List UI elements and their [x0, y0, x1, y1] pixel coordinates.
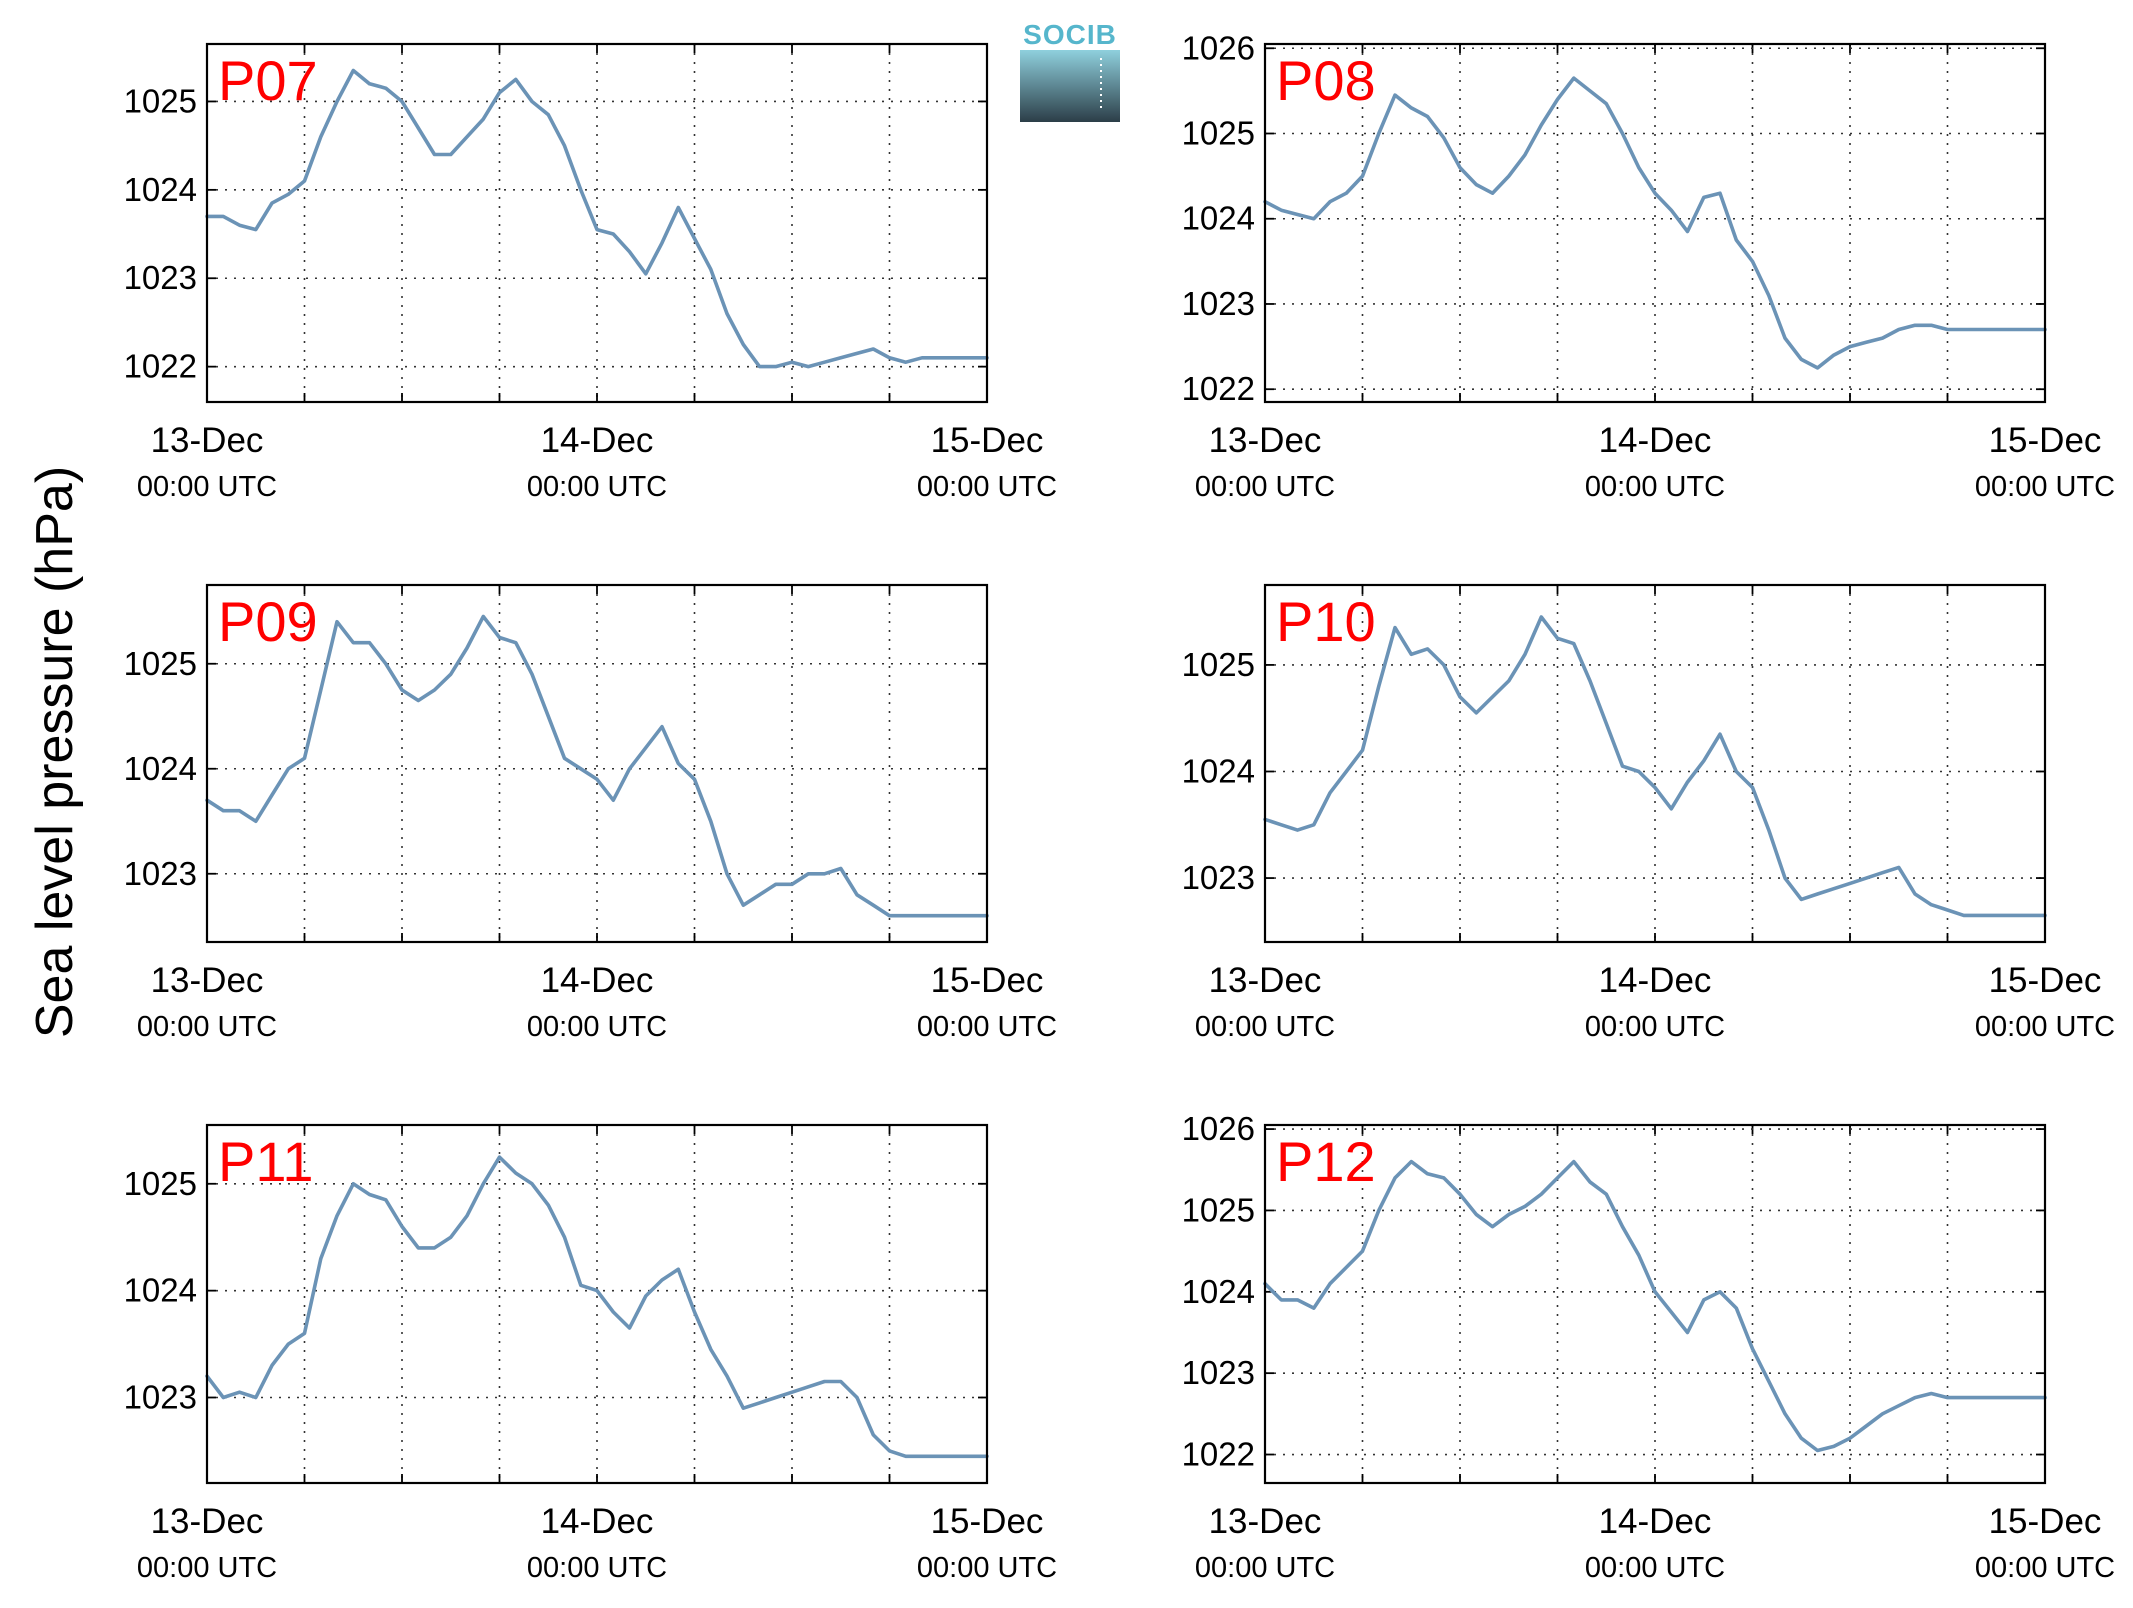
x-tick-label-time: 00:00 UTC	[527, 1552, 667, 1584]
x-tick-label-date: 14-Dec	[541, 961, 654, 1000]
x-tick-label-date: 13-Dec	[1209, 961, 1322, 1000]
y-tick-label: 1025	[1182, 646, 1255, 683]
series-line-p10	[1263, 615, 2047, 918]
chart-panel-p07: 1022 1023 1024 1025 13-Dec 00:00 UTC 14-Dec 00:…	[124, 42, 1057, 503]
x-tick-label-time: 00:00 UTC	[1585, 1552, 1725, 1584]
panel-label: P11	[218, 1130, 313, 1193]
x-tick-label-date: 15-Dec	[931, 1502, 1044, 1541]
y-tick-label: 1025	[124, 82, 197, 119]
x-tick-label-time: 00:00 UTC	[1585, 1011, 1725, 1043]
x-tick-label-time: 00:00 UTC	[1975, 1011, 2115, 1043]
x-tick-label-time: 00:00 UTC	[1975, 1552, 2115, 1584]
series-line-p11	[205, 1155, 989, 1459]
y-tick-label: 1023	[1182, 285, 1255, 322]
y-tick-label: 1024	[124, 171, 197, 208]
x-tick-label-time: 00:00 UTC	[917, 1011, 1057, 1043]
x-tick-label-date: 14-Dec	[541, 1502, 654, 1541]
y-tick-label: 1024	[124, 1272, 197, 1309]
x-tick-label-date: 13-Dec	[151, 961, 264, 1000]
x-tick-label-date: 15-Dec	[1989, 961, 2102, 1000]
x-tick-label-date: 14-Dec	[541, 421, 654, 460]
logo-mark	[1020, 50, 1120, 122]
y-tick-label: 1024	[1182, 1273, 1255, 1310]
x-tick-label-date: 13-Dec	[151, 1502, 264, 1541]
x-tick-label-time: 00:00 UTC	[1195, 471, 1335, 503]
x-tick-label-time: 00:00 UTC	[1585, 471, 1725, 503]
plot-border	[205, 1123, 989, 1485]
y-tick-label: 1023	[124, 259, 197, 296]
x-tick-label-time: 00:00 UTC	[1195, 1552, 1335, 1584]
plot-border	[205, 42, 989, 404]
panel-label: P10	[1276, 590, 1376, 653]
x-tick-label-date: 14-Dec	[1599, 421, 1712, 460]
x-tick-label-date: 15-Dec	[1989, 1502, 2102, 1541]
plot-border	[205, 583, 989, 944]
y-tick-label: 1025	[124, 1165, 197, 1202]
chart-panel-p08: 1022 1023 1024 1025 1026 13-Dec 00:00 UTC 14-De…	[1182, 29, 2116, 503]
x-tick-label-date: 15-Dec	[931, 421, 1044, 460]
series-line-p12	[1263, 1159, 2047, 1453]
x-tick-label-time: 00:00 UTC	[917, 471, 1057, 503]
x-tick-label-date: 14-Dec	[1599, 1502, 1712, 1541]
y-tick-label: 1022	[1182, 370, 1255, 407]
plot-border	[1263, 1123, 2047, 1485]
socib-logo: SOCIB	[1020, 19, 1120, 122]
y-tick-label: 1023	[1182, 1354, 1255, 1391]
panel-label: P09	[218, 590, 318, 653]
panel-label: P08	[1276, 49, 1376, 112]
x-tick-label-date: 15-Dec	[1989, 421, 2102, 460]
plot-border	[1263, 583, 2047, 944]
x-tick-label-time: 00:00 UTC	[917, 1552, 1057, 1584]
series-line-p09	[205, 614, 989, 918]
y-tick-label: 1022	[1182, 1436, 1255, 1473]
series-line-p07	[205, 68, 989, 369]
series-line-p08	[1263, 76, 2047, 370]
y-tick-label: 1025	[1182, 1191, 1255, 1228]
chart-panel-p10: 1023 1024 1025 13-Dec 00:00 UTC 14-Dec 00:00 U…	[1182, 583, 2115, 1043]
logo-text: SOCIB	[1023, 19, 1117, 50]
y-tick-label: 1026	[1182, 1110, 1255, 1147]
y-tick-label: 1022	[124, 348, 197, 385]
y-tick-label: 1025	[1182, 115, 1255, 152]
chart-panel-p11: 1023 1024 1025 13-Dec 00:00 UTC 14-Dec 00:00 U…	[124, 1123, 1057, 1584]
y-tick-label: 1023	[124, 1379, 197, 1416]
x-tick-label-date: 14-Dec	[1599, 961, 1712, 1000]
x-tick-label-time: 00:00 UTC	[1195, 1011, 1335, 1043]
chart-panel-p09: 1023 1024 1025 13-Dec 00:00 UTC 14-Dec 00:00 U…	[124, 583, 1057, 1043]
x-tick-label-date: 13-Dec	[151, 421, 264, 460]
x-tick-label-date: 15-Dec	[931, 961, 1044, 1000]
y-tick-label: 1023	[1182, 859, 1255, 896]
x-tick-label-time: 00:00 UTC	[527, 1011, 667, 1043]
y-tick-label: 1024	[1182, 200, 1255, 237]
x-tick-label-time: 00:00 UTC	[137, 1552, 277, 1584]
figure-ylabel: Sea level pressure (hPa)	[26, 466, 84, 1038]
panel-label: P12	[1276, 1130, 1376, 1193]
chart-panels: 1022 1023 1024 1025 13-Dec 00:00 UTC 14-Dec 00:…	[124, 29, 2116, 1584]
y-tick-label: 1025	[124, 645, 197, 682]
y-tick-label: 1024	[124, 750, 197, 787]
y-tick-label: 1026	[1182, 29, 1255, 66]
x-tick-label-time: 00:00 UTC	[137, 1011, 277, 1043]
x-tick-label-time: 00:00 UTC	[527, 471, 667, 503]
y-tick-label: 1024	[1182, 752, 1255, 789]
x-tick-label-time: 00:00 UTC	[137, 471, 277, 503]
plot-border	[1263, 42, 2047, 404]
y-tick-label: 1023	[124, 855, 197, 892]
x-tick-label-time: 00:00 UTC	[1975, 471, 2115, 503]
x-tick-label-date: 13-Dec	[1209, 421, 1322, 460]
x-tick-label-date: 13-Dec	[1209, 1502, 1322, 1541]
panel-label: P07	[218, 49, 318, 112]
chart-panel-p12: 1022 1023 1024 1025 1026 13-Dec 00:00 UTC 14-De…	[1182, 1110, 2116, 1584]
